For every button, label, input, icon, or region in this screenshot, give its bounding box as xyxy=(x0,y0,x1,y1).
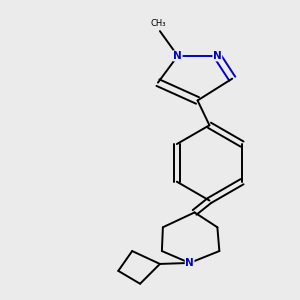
Text: N: N xyxy=(185,258,194,268)
Text: N: N xyxy=(173,51,182,61)
Text: N: N xyxy=(213,51,222,61)
Text: CH₃: CH₃ xyxy=(151,19,166,28)
